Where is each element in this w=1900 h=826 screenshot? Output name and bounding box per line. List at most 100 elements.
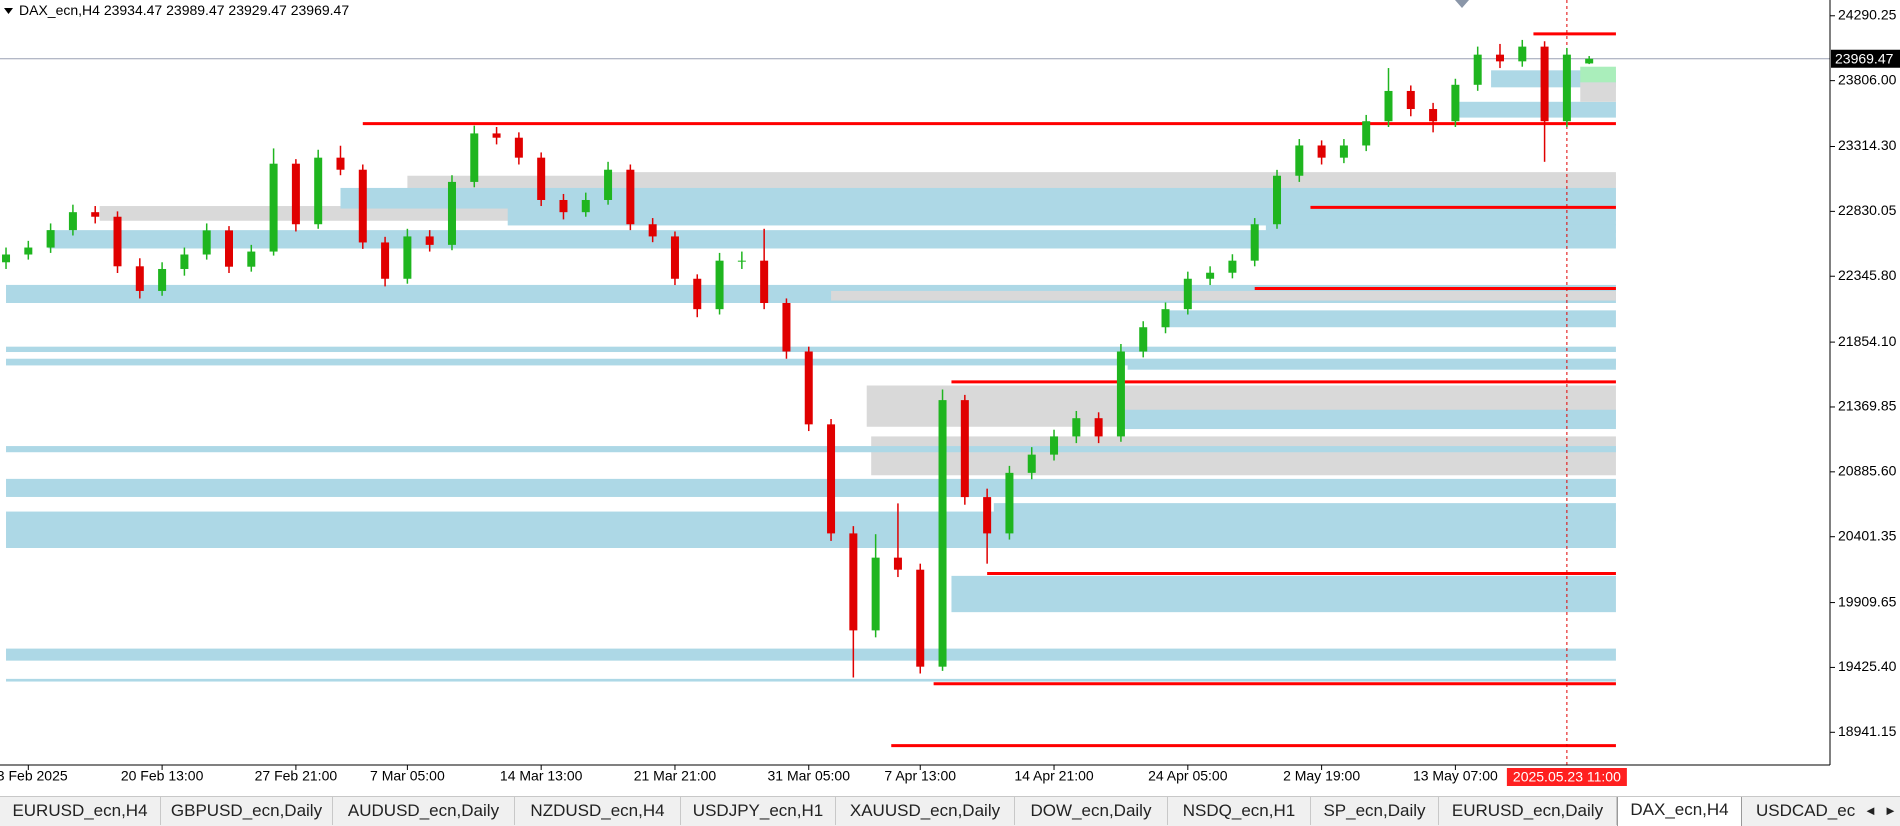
candle-body: [1161, 309, 1170, 328]
y-tick-label: 20885.60: [1838, 463, 1897, 479]
candle-body: [1228, 260, 1237, 273]
zone: [1455, 101, 1616, 118]
zone: [605, 172, 1616, 185]
high: 23989.47: [166, 2, 225, 18]
candle-body: [269, 163, 278, 252]
tab[interactable]: NZDUSD_ecn,H4: [515, 797, 681, 825]
y-tick-label: 20401.35: [1838, 527, 1897, 543]
candle-body: [693, 278, 702, 310]
close: 23969.47: [291, 2, 350, 18]
candle-body: [1094, 418, 1103, 437]
candle-body: [581, 199, 590, 213]
x-tick-label: 7 Mar 05:00: [370, 768, 445, 784]
zone: [871, 436, 1616, 476]
candle-body: [24, 247, 33, 255]
x-tick-label: 20 Feb 13:00: [121, 768, 204, 784]
candle-body: [827, 424, 836, 534]
zone: [6, 648, 1616, 661]
candle-body: [225, 230, 234, 267]
candle-body: [403, 236, 412, 279]
y-tick-label: 23314.30: [1838, 137, 1897, 153]
zone: [1265, 237, 1616, 245]
candle-body: [938, 400, 947, 667]
tab[interactable]: DAX_ecn,H4: [1617, 797, 1742, 826]
candle-body: [626, 169, 635, 225]
candle-body: [1206, 272, 1215, 279]
x-tick-label: 21 Mar 21:00: [634, 768, 717, 784]
candle-body: [91, 212, 100, 217]
tab[interactable]: NSDQ_ecn,H1: [1168, 797, 1311, 825]
candle-body: [604, 169, 613, 200]
y-tick-label: 19425.40: [1838, 658, 1897, 674]
low: 23929.47: [228, 2, 287, 18]
tab[interactable]: DOW_ecn,Daily: [1015, 797, 1168, 825]
y-tick-label: 18941.15: [1838, 723, 1897, 739]
candle-body: [1518, 46, 1527, 62]
candle-body: [1295, 145, 1304, 176]
candle-body: [46, 230, 55, 248]
candle-body: [849, 533, 858, 631]
zone: [993, 503, 1616, 522]
y-tick-label: 22830.05: [1838, 202, 1897, 218]
candle-body: [916, 569, 925, 667]
tab[interactable]: XAUUSD_ecn,Daily: [836, 797, 1015, 825]
y-tick-label: 21854.10: [1838, 333, 1897, 349]
tab-bar: EURUSD_ecn,H4 GBPUSD_ecn,Daily AUDUSD_ecn,…: [0, 796, 1900, 826]
tab-scroll[interactable]: ►: [1884, 803, 1897, 818]
x-tick-label: 14 Mar 13:00: [500, 768, 583, 784]
candle-body: [893, 557, 902, 570]
tab[interactable]: USDCAD_ec: [1756, 801, 1856, 820]
candle-body: [1451, 84, 1460, 122]
zone: [6, 678, 1616, 682]
symbol: DAX_ecn,H4: [19, 2, 100, 18]
zone: [6, 446, 1616, 453]
zone: [340, 187, 1616, 209]
candle-body: [336, 157, 345, 170]
zone: [6, 478, 1616, 497]
zone: [1580, 66, 1616, 83]
candle-body: [135, 266, 144, 291]
candle-body: [425, 236, 434, 245]
zone: [1580, 82, 1616, 102]
y-tick-label: 24290.25: [1838, 6, 1897, 22]
candle-body: [804, 351, 813, 425]
candle-body: [314, 157, 323, 225]
candle-body: [381, 242, 390, 279]
zone: [831, 290, 1616, 301]
candle-body: [113, 216, 122, 267]
candle-body: [492, 133, 501, 138]
x-tick-label: 24 Apr 05:00: [1148, 768, 1228, 784]
candle-body: [1273, 175, 1282, 225]
candle-body: [670, 236, 679, 279]
x-tick-label: 14 Apr 21:00: [1014, 768, 1094, 784]
x-tick-label: 27 Feb 21:00: [255, 768, 338, 784]
tab[interactable]: GBPUSD_ecn,Daily: [161, 797, 333, 825]
chart-header: DAX_ecn,H4 23934.47 23989.47 23929.47 23…: [19, 2, 349, 18]
candle-body: [1027, 454, 1036, 473]
candle-body: [1339, 145, 1348, 158]
candle-body: [1384, 90, 1393, 122]
chart: DAX_ecn,H4 23934.47 23989.47 23929.47 23…: [0, 0, 1900, 786]
tab[interactable]: AUDUSD_ecn,Daily: [333, 797, 515, 825]
tab[interactable]: EURUSD_ecn,H4: [0, 797, 161, 825]
cursor-box: [1506, 768, 1627, 786]
candle-body: [1540, 46, 1549, 122]
candle-body: [1585, 58, 1594, 64]
candle-body: [1473, 54, 1482, 85]
tab[interactable]: USDJPY_ecn,H1: [681, 797, 836, 825]
tab[interactable]: EURUSD_ecn,Daily: [1439, 797, 1617, 825]
menu-arrow[interactable]: [4, 8, 13, 14]
tab[interactable]: SP_ecn,Daily: [1311, 797, 1439, 825]
y-tick-label: 21369.85: [1838, 398, 1897, 414]
x-tick-label: 13 Feb 2025: [0, 768, 68, 784]
scroll-marker: [1455, 0, 1469, 8]
candle-body: [737, 260, 746, 262]
candle-body: [291, 163, 300, 225]
candle-body: [960, 400, 969, 498]
open: 23934.47: [104, 2, 163, 18]
candle-body: [871, 557, 880, 631]
candle-body: [1495, 54, 1504, 62]
tab-scroll[interactable]: ◄: [1864, 803, 1877, 818]
candle-body: [1317, 145, 1326, 158]
candle-body: [447, 181, 456, 245]
